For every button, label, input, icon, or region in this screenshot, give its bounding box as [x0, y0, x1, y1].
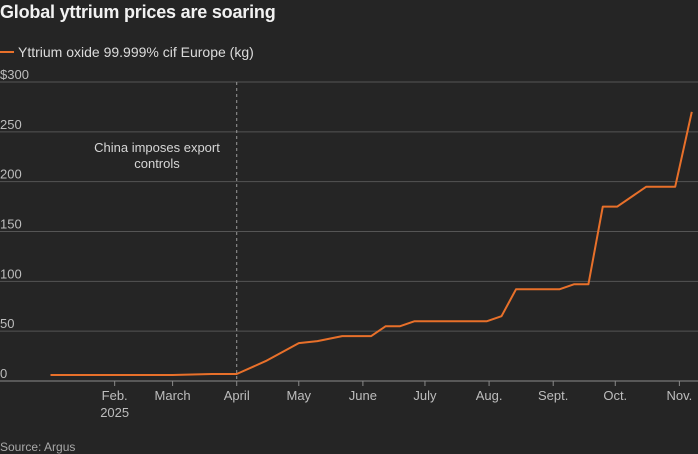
- x-tick-label: Sept.: [538, 388, 568, 403]
- x-tick-label: Feb.: [102, 388, 128, 403]
- series-line-yttrium-oxide: [50, 111, 693, 376]
- x-tick-label: Aug.: [476, 388, 503, 403]
- legend: Yttrium oxide 99.999% cif Europe (kg): [0, 43, 254, 61]
- x-tick-label: Oct.: [603, 388, 627, 403]
- source-note: Source: Argus: [0, 440, 76, 454]
- annotation-text: China imposes export: [94, 140, 220, 155]
- x-tick-label: April: [224, 388, 250, 403]
- y-tick-label: 200: [0, 167, 22, 182]
- y-tick-label: $300: [0, 67, 29, 82]
- x-tick-year-label: 2025: [100, 405, 129, 420]
- x-tick-label: July: [413, 388, 437, 403]
- x-tick-label: May: [286, 388, 311, 403]
- y-tick-label: 50: [0, 316, 14, 331]
- legend-swatch: [0, 51, 14, 53]
- legend-label: Yttrium oxide 99.999% cif Europe (kg): [18, 44, 254, 60]
- y-tick-label: 100: [0, 266, 22, 281]
- x-tick-label: June: [349, 388, 377, 403]
- y-tick-label: 150: [0, 217, 22, 232]
- y-tick-label: 0: [0, 366, 7, 381]
- y-tick-label: 250: [0, 117, 22, 132]
- annotation-text: controls: [134, 156, 180, 171]
- x-tick-label: Nov.: [667, 388, 693, 403]
- x-tick-label: March: [155, 388, 191, 403]
- chart-title: Global yttrium prices are soaring: [0, 2, 276, 22]
